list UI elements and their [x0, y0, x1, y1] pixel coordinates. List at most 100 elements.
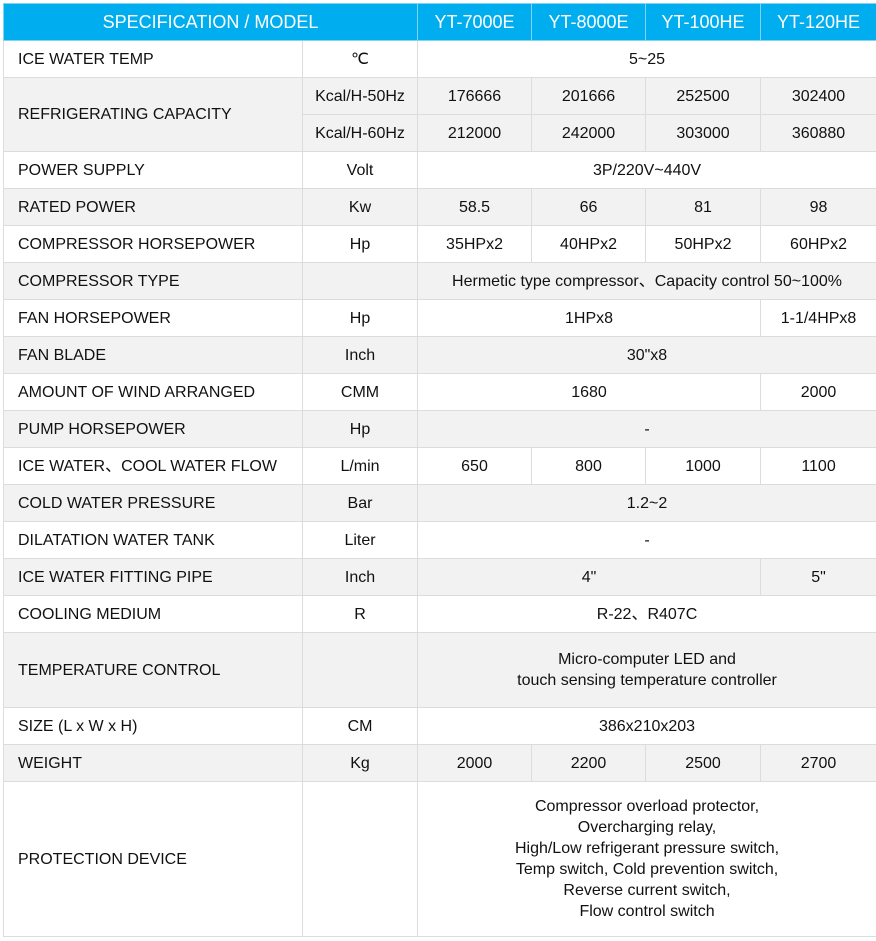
table-row: ICE WATER FITTING PIPE Inch 4" 5": [3, 558, 876, 596]
spec-label: PROTECTION DEVICE: [3, 781, 303, 937]
table-row: PROTECTION DEVICE Compressor overload pro…: [3, 781, 876, 937]
spec-label: ICE WATER TEMP: [3, 40, 303, 78]
table-row: Kcal/H-60Hz 212000 242000 303000 360880: [4, 114, 876, 152]
value-cell: 1100: [760, 447, 876, 485]
spec-label: WEIGHT: [3, 744, 303, 782]
value-cell: 58.5: [417, 188, 533, 226]
value-cell: -: [417, 521, 876, 559]
unit-cell: Hp: [301, 410, 419, 448]
value-cell: 252500: [645, 77, 762, 115]
value-line: Reverse current switch,: [563, 882, 731, 899]
table-row: TEMPERATURE CONTROL Micro-computer LED an…: [3, 632, 876, 708]
spec-body: ICE WATER TEMP ℃ 5~25 REFRIGERATING CAPACIT…: [3, 40, 876, 937]
table-row: FAN HORSEPOWER Hp 1HPx8 1-1/4HPx8: [3, 299, 876, 337]
value-cell: 3P/220V~440V: [417, 151, 876, 189]
spec-label: TEMPERATURE CONTROL: [3, 632, 303, 708]
unit-cell: Kg: [301, 744, 419, 782]
value-cell: 4": [417, 558, 762, 596]
value-cell: Compressor overload protector, Overchargi…: [417, 781, 876, 937]
unit-cell: Volt: [301, 151, 419, 189]
table-row: POWER SUPPLY Volt 3P/220V~440V: [3, 151, 876, 189]
unit-cell: L/min: [301, 447, 419, 485]
value-cell: 650: [417, 447, 533, 485]
value-cell: 1.2~2: [417, 484, 876, 522]
value-cell: 242000: [531, 114, 647, 152]
unit-cell: Kcal/H-50Hz: [301, 77, 419, 115]
table-row: AMOUNT OF WIND ARRANGED CMM 1680 2000: [3, 373, 876, 411]
value-cell: 81: [645, 188, 762, 226]
value-cell: 5": [760, 558, 876, 596]
value-cell: 2700: [760, 744, 876, 782]
table-row: ICE WATER、COOL WATER FLOW L/min 650 800 1000…: [3, 447, 876, 485]
value-cell: 5~25: [417, 40, 876, 78]
value-cell: 1680: [417, 373, 762, 411]
model-header: YT-7000E: [417, 3, 533, 41]
table-row: PUMP HORSEPOWER Hp -: [3, 410, 876, 448]
spec-label: RATED POWER: [3, 188, 303, 226]
table-row: ICE WATER TEMP ℃ 5~25: [3, 40, 876, 78]
unit-cell: Inch: [301, 558, 419, 596]
spec-label: COMPRESSOR TYPE: [3, 262, 303, 300]
value-cell: 212000: [417, 114, 533, 152]
value-cell: 2200: [531, 744, 647, 782]
value-cell: 800: [531, 447, 647, 485]
model-header: YT-100HE: [645, 3, 762, 41]
unit-cell: [301, 781, 419, 937]
unit-cell: CM: [301, 707, 419, 745]
value-cell: 2000: [760, 373, 876, 411]
value-cell: 1000: [645, 447, 762, 485]
spec-label: DILATATION WATER TANK: [3, 521, 303, 559]
spec-label: ICE WATER、COOL WATER FLOW: [3, 447, 303, 485]
unit-cell: R: [301, 595, 419, 633]
table-row: WEIGHT Kg 2000 2200 2500 2700: [3, 744, 876, 782]
value-cell: -: [417, 410, 876, 448]
value-line: Temp switch, Cold prevention switch,: [515, 861, 779, 878]
unit-cell: CMM: [301, 373, 419, 411]
unit-cell: Bar: [301, 484, 419, 522]
table-row: COMPRESSOR HORSEPOWER Hp 35HPx2 40HPx2 50HPx…: [3, 225, 876, 263]
value-cell: 1HPx8: [417, 299, 762, 337]
model-header: YT-120HE: [760, 3, 876, 41]
value-cell: 50HPx2: [645, 225, 762, 263]
value-cell: 2500: [645, 744, 762, 782]
model-header: YT-8000E: [531, 3, 647, 41]
unit-cell: Kw: [301, 188, 419, 226]
value-cell: 60HPx2: [760, 225, 876, 263]
spec-model-header: SPECIFICATION / MODEL: [2, 3, 419, 41]
value-cell: 302400: [760, 77, 876, 115]
spec-label: FAN HORSEPOWER: [3, 299, 303, 337]
value-cell: 2000: [417, 744, 533, 782]
unit-cell: Hp: [301, 299, 419, 337]
spec-label: ICE WATER FITTING PIPE: [3, 558, 303, 596]
spec-label: AMOUNT OF WIND ARRANGED: [3, 373, 303, 411]
table-row: REFRIGERATING CAPACITY Kcal/H-50Hz 176666 2…: [3, 77, 876, 152]
spec-label: REFRIGERATING CAPACITY: [3, 77, 303, 152]
unit-cell: Kcal/H-60Hz: [301, 114, 419, 152]
unit-cell: Liter: [301, 521, 419, 559]
table-row: DILATATION WATER TANK Liter -: [3, 521, 876, 559]
table-row: COLD WATER PRESSURE Bar 1.2~2: [3, 484, 876, 522]
spec-label: FAN BLADE: [3, 336, 303, 374]
table-row: RATED POWER Kw 58.5 66 81 98: [3, 188, 876, 226]
unit-cell: Inch: [301, 336, 419, 374]
unit-cell: [301, 262, 419, 300]
unit-cell: Hp: [301, 225, 419, 263]
value-cell: 303000: [645, 114, 762, 152]
value-cell: 35HPx2: [417, 225, 533, 263]
value-line: Compressor overload protector,: [534, 798, 760, 815]
value-line: touch sensing temperature controller: [517, 672, 777, 689]
table-row: COMPRESSOR TYPE Hermetic type compressor、…: [3, 262, 876, 300]
value-cell: 98: [760, 188, 876, 226]
spec-label: SIZE (L x W x H): [3, 707, 303, 745]
value-cell: Micro-computer LED and touch sensing temp…: [417, 632, 876, 708]
spec-label: PUMP HORSEPOWER: [3, 410, 303, 448]
table-row: SIZE (L x W x H) CM 386x210x203: [3, 707, 876, 745]
value-cell: 1-1/4HPx8: [760, 299, 876, 337]
spec-table: SPECIFICATION / MODEL YT-7000E YT-8000E …: [2, 3, 876, 937]
value-cell: 66: [531, 188, 647, 226]
value-cell: 201666: [531, 77, 647, 115]
value-cell: 40HPx2: [531, 225, 647, 263]
value-cell: 360880: [760, 114, 876, 152]
spec-label: COOLING MEDIUM: [3, 595, 303, 633]
spec-label: COLD WATER PRESSURE: [3, 484, 303, 522]
